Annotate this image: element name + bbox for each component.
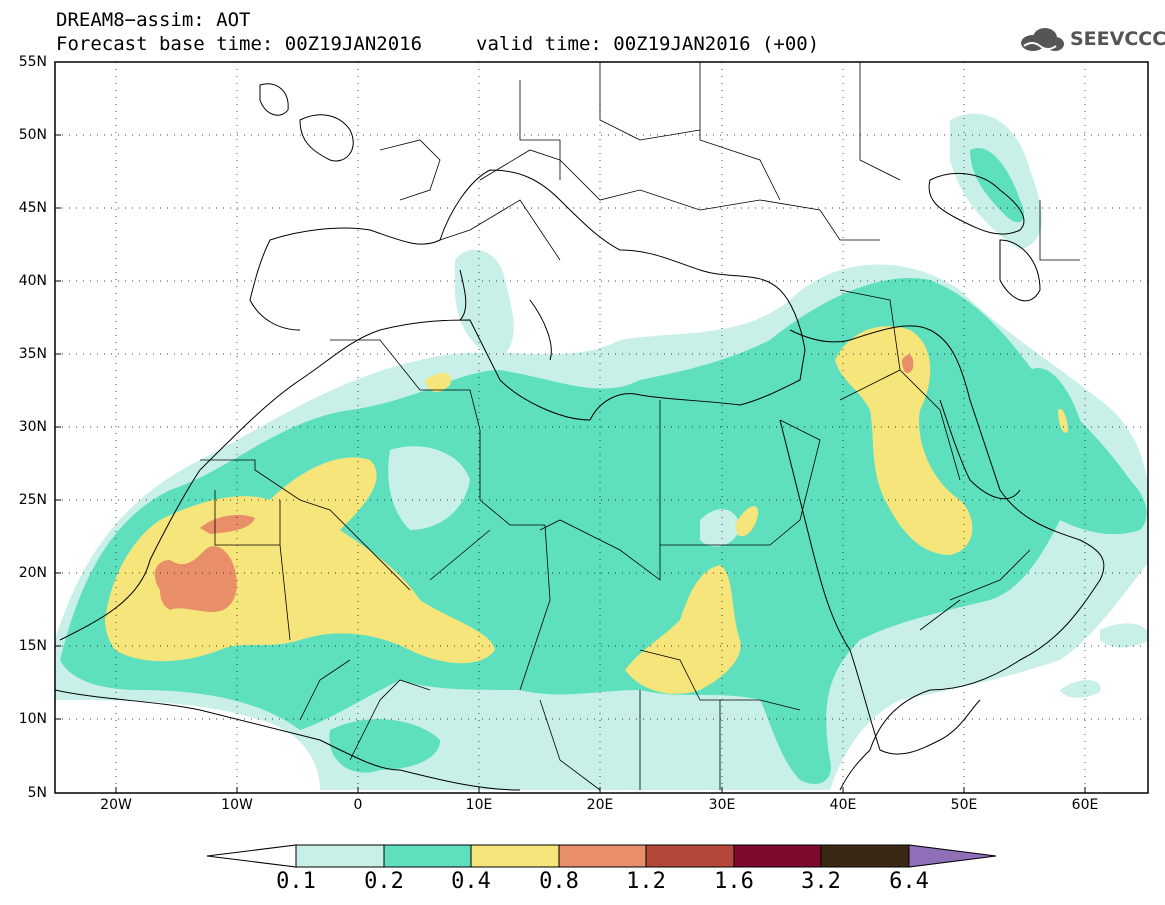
map-title: DREAM8−assim: AOT [56, 9, 251, 31]
y-tick-label: 40N [18, 273, 47, 289]
forecast-base-time: Forecast base time: 00Z19JAN2016 valid ti… [56, 33, 819, 55]
y-tick-label: 55N [18, 54, 47, 70]
x-tick-label: 20E [586, 797, 614, 813]
y-tick-label: 35N [18, 346, 47, 362]
cloud-logo-icon [1021, 28, 1064, 51]
coastlines [55, 83, 1105, 791]
aot-light-patches [388, 446, 740, 547]
y-tick-label: 45N [18, 200, 47, 216]
y-tick-label: 50N [18, 127, 47, 143]
y-tick-label: 10N [18, 711, 47, 727]
colorbar-segment [295, 844, 385, 868]
colorbar-segment [733, 844, 822, 868]
seevccc-logo: SEEVCCC [1018, 26, 1165, 54]
colorbar-label: 1.2 [626, 869, 666, 894]
colorbar-label: 0.2 [364, 869, 404, 894]
base-time-text: Forecast base time: 00Z19JAN2016 [56, 33, 423, 55]
aot-band-0.8 [154, 354, 914, 612]
colorbar-segment [820, 844, 910, 868]
x-tick-label: 30E [708, 797, 736, 813]
colorbar-label: 1.6 [714, 869, 754, 894]
valid-time-text: valid time: 00Z19JAN2016 (+00) [476, 33, 820, 55]
colorbar-segment [645, 844, 735, 868]
colorbar-label: 0.1 [276, 869, 316, 894]
x-tick-label: 50E [950, 797, 978, 813]
country-borders [200, 62, 1080, 791]
colorbar-label: 6.4 [889, 869, 929, 894]
colorbar-label: 0.4 [451, 869, 491, 894]
aot-shading [55, 113, 1148, 790]
x-tick-label: 40E [829, 797, 857, 813]
colorbar-segment [558, 844, 647, 868]
y-tick-label: 15N [18, 638, 47, 654]
x-tick-label: 0 [353, 797, 363, 813]
y-tick-label: 20N [18, 565, 47, 581]
x-tick-label: 60E [1071, 797, 1099, 813]
colorbar-segment [470, 844, 560, 868]
colorbar-low-arrow [206, 844, 297, 868]
y-tick-label: 25N [18, 492, 47, 508]
aot-band-0.4 [105, 326, 1068, 694]
y-tick-label: 30N [18, 419, 47, 435]
colorbar-label: 3.2 [801, 869, 841, 894]
x-tick-label: 10W [221, 797, 253, 813]
colorbar-segment [383, 844, 472, 868]
colorbar-high-arrow [908, 844, 997, 868]
y-tick-label: 5N [27, 785, 47, 801]
colorbar-label: 0.8 [539, 869, 579, 894]
x-tick-label: 20W [100, 797, 132, 813]
x-tick-label: 10E [465, 797, 493, 813]
axis-ticks [55, 134, 1086, 793]
gridlines [55, 62, 1148, 793]
logo-text: SEEVCCC [1070, 28, 1165, 50]
